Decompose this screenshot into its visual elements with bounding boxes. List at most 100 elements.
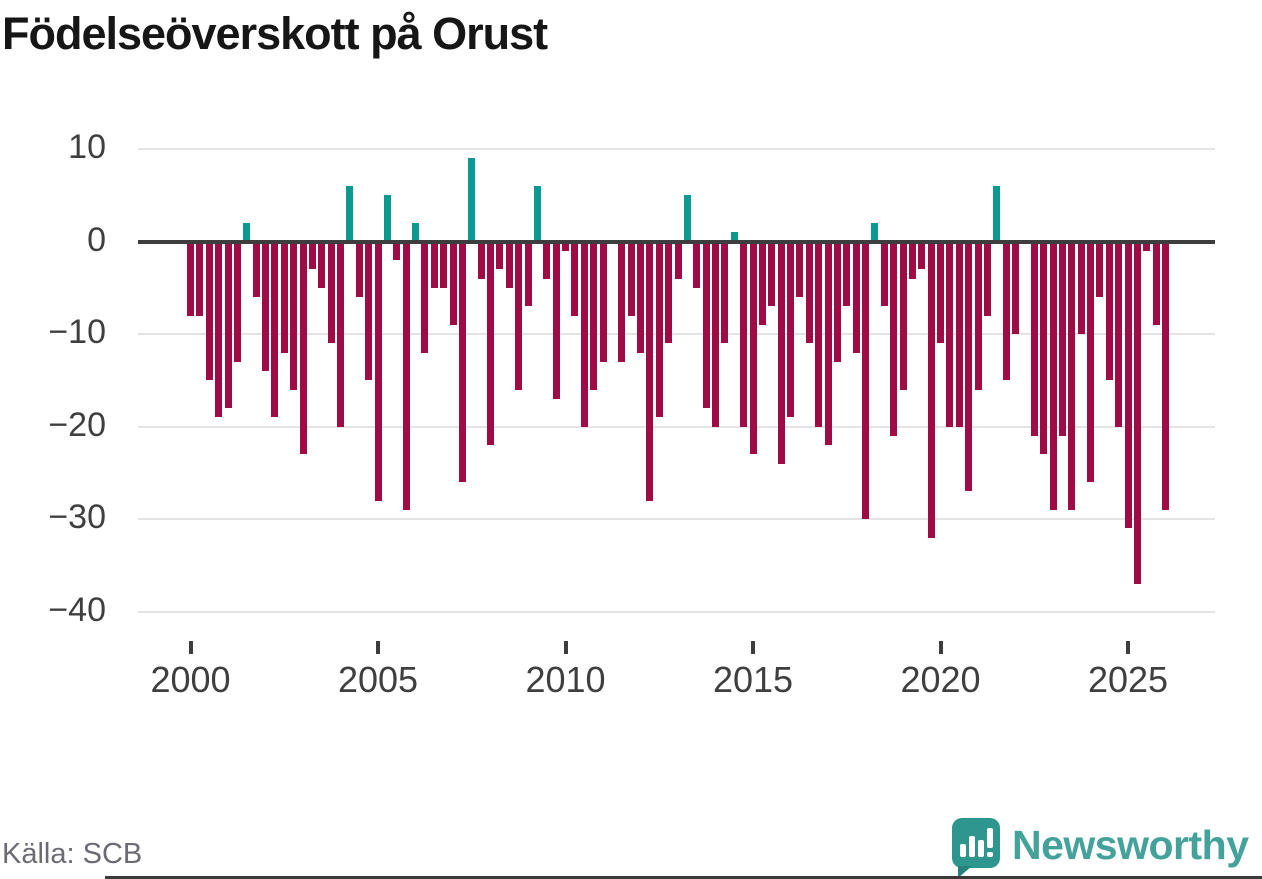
bar-2021-q1 [974, 241, 982, 390]
bar-2007-q2 [458, 241, 466, 482]
mini-bar-icon [969, 836, 975, 857]
bar-2023-q3 [1068, 241, 1076, 510]
bar-2005-q2 [383, 195, 391, 242]
bar-2021-q4 [1002, 241, 1010, 381]
bar-2005-q1 [374, 241, 382, 501]
y-tick-label-−40: −40 [48, 590, 106, 629]
bar-2024-q1 [1087, 241, 1094, 482]
bar-2019-q2 [908, 241, 916, 279]
bar-2018-q1 [862, 241, 869, 519]
bar-2003-q1 [299, 241, 307, 455]
bar-2000-q2 [196, 241, 204, 316]
bar-2023-q1 [1049, 241, 1057, 510]
x-tick-2010 [563, 641, 568, 654]
bar-2017-q4 [852, 241, 860, 353]
bar-2014-q3 [730, 232, 738, 242]
bar-2024-q2 [1096, 241, 1104, 297]
bar-2009-q1 [524, 241, 532, 307]
bar-2016-q1 [787, 241, 794, 418]
bar-2013-q1 [674, 241, 682, 279]
bar-2000-q4 [215, 241, 223, 418]
bar-2021-q3 [993, 186, 1001, 242]
bar-2011-q3 [618, 241, 626, 362]
bar-2001-q1 [224, 241, 232, 408]
bar-2002-q2 [271, 241, 279, 418]
bar-2018-q4 [890, 241, 898, 436]
bar-2011-q1 [599, 241, 607, 362]
bar-2006-q4 [440, 241, 448, 288]
exclamation-icon [987, 828, 993, 848]
bar-2015-q3 [768, 241, 776, 307]
bar-2003-q3 [318, 241, 326, 288]
bar-2009-q4 [552, 241, 560, 399]
bar-2008-q3 [505, 241, 513, 288]
bar-2008-q1 [487, 241, 494, 445]
bar-2002-q1 [262, 241, 269, 371]
y-tick-label-−30: −30 [48, 498, 106, 536]
bar-2005-q3 [393, 241, 401, 260]
x-tick-label-2020: 2020 [900, 659, 981, 700]
bar-2020-q4 [965, 241, 973, 492]
x-tick-label-2025: 2025 [1087, 659, 1169, 700]
mini-bar-icon [960, 844, 966, 857]
bar-2017-q2 [833, 241, 841, 362]
bar-2016-q3 [805, 241, 813, 344]
bar-2011-q4 [627, 241, 635, 316]
bar-2016-q2 [796, 241, 804, 297]
bar-2022-q4 [1040, 241, 1048, 455]
gridline-−30 [138, 518, 1215, 520]
bar-2010-q3 [580, 241, 588, 427]
bar-2001-q3 [243, 223, 251, 242]
bar-2001-q2 [233, 241, 241, 362]
newsworthy-logo-icon [952, 818, 1000, 878]
bar-2025-q2 [1133, 241, 1141, 584]
bar-2010-q4 [590, 241, 598, 390]
bar-2002-q3 [280, 241, 288, 353]
bar-2007-q1 [449, 241, 457, 325]
bar-2013-q3 [693, 241, 701, 288]
bar-2026-q1 [1162, 241, 1169, 510]
bar-2024-q4 [1115, 241, 1123, 427]
y-tick-label-10: 10 [68, 128, 106, 166]
bar-2006-q2 [421, 241, 429, 353]
bar-2008-q4 [515, 241, 523, 390]
y-tick-label-0: 0 [87, 220, 106, 259]
bar-2014-q2 [721, 241, 729, 344]
bar-2012-q4 [665, 241, 673, 344]
y-tick-label-−20: −20 [48, 405, 106, 444]
bar-2003-q4 [327, 241, 335, 344]
bar-2014-q1 [712, 241, 719, 427]
x-tick-2015 [751, 641, 755, 654]
bar-2003-q2 [308, 241, 316, 270]
bar-2004-q2 [346, 186, 354, 242]
bar-2010-q1 [562, 241, 569, 251]
bar-2017-q1 [824, 241, 832, 445]
bar-2017-q3 [843, 241, 851, 307]
chart-title: Födelseöverskott på Orust [2, 8, 548, 59]
bottom-border [105, 876, 1262, 879]
gridline-−40 [138, 610, 1215, 613]
bar-2025-q3 [1143, 241, 1151, 251]
bar-2018-q3 [880, 241, 888, 307]
bar-2005-q4 [402, 241, 410, 510]
x-tick-2000 [188, 641, 193, 654]
x-tick-label-2010: 2010 [525, 659, 606, 700]
bar-2013-q2 [683, 195, 691, 242]
mini-bar-icon [978, 840, 984, 857]
bar-2007-q3 [468, 158, 476, 242]
bar-2022-q1 [1012, 241, 1019, 334]
bar-2012-q1 [637, 241, 644, 353]
bar-2010-q2 [571, 241, 579, 316]
bar-2025-q4 [1152, 241, 1160, 325]
bar-2009-q3 [543, 241, 551, 279]
bar-2020-q1 [937, 241, 944, 344]
bar-2008-q2 [496, 241, 504, 270]
exclamation-dot-icon [987, 852, 993, 857]
bar-2024-q3 [1105, 241, 1113, 381]
zero-axis-line [138, 239, 1215, 244]
bar-2020-q3 [955, 241, 963, 427]
newsworthy-logo[interactable]: Newsworthy [952, 816, 1262, 878]
bar-2015-q2 [758, 241, 766, 325]
y-tick-label-−10: −10 [48, 313, 106, 351]
